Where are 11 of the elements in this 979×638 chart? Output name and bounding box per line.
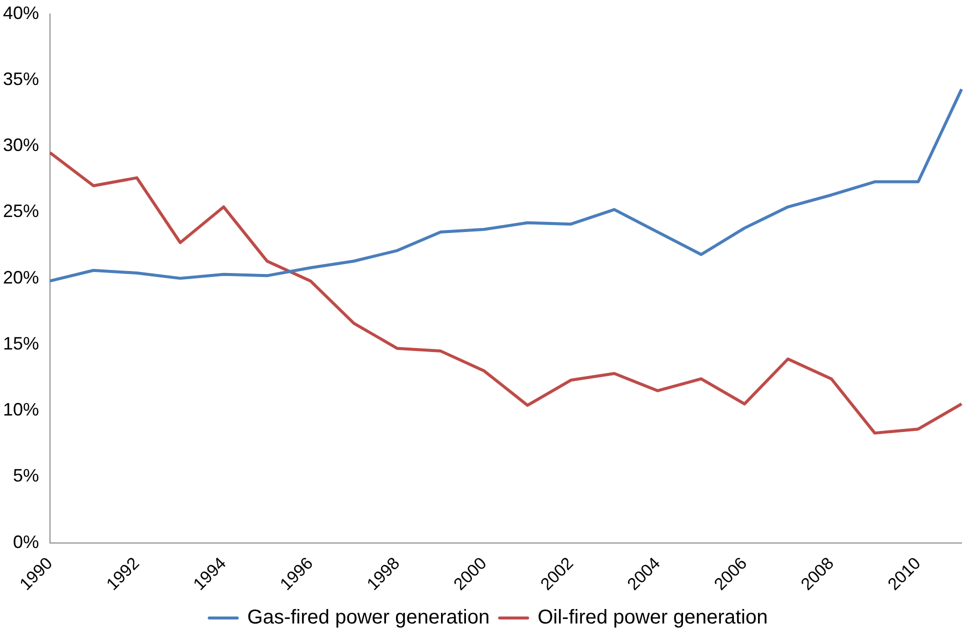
y-tick-label: 40%: [2, 2, 40, 23]
y-tick-label: 15%: [2, 333, 40, 354]
y-tick-label: 5%: [13, 466, 40, 486]
legend-label: Oil-fired power generation: [538, 606, 768, 629]
legend-label: Gas-fired power generation: [247, 606, 490, 629]
y-tick-label: 25%: [2, 201, 40, 222]
y-tick-label: 0%: [13, 532, 40, 552]
y-tick-label: 35%: [2, 68, 40, 89]
y-tick-label: 20%: [2, 267, 40, 288]
y-tick-label: 30%: [2, 135, 40, 156]
y-tick-label: 10%: [2, 400, 40, 420]
